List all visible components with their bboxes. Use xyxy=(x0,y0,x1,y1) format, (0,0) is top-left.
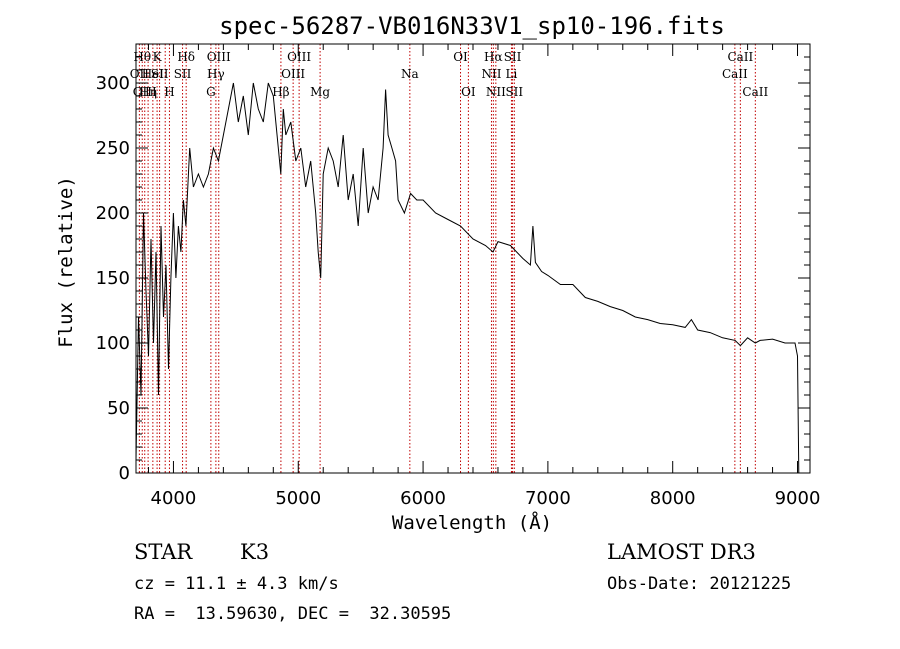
line-label: OI xyxy=(453,50,468,64)
redshift-velocity: cz = 11.1 ± 4.3 km/s xyxy=(134,574,339,594)
line-label: Li xyxy=(506,67,518,81)
y-tick-label: 100 xyxy=(96,333,130,354)
line-label: OII xyxy=(130,67,150,81)
line-label: SII xyxy=(505,85,523,99)
x-axis-label: Wavelength (Å) xyxy=(392,511,552,534)
line-label: SII xyxy=(151,67,169,81)
line-label: Hη xyxy=(139,85,157,99)
line-label: OI xyxy=(461,85,476,99)
line-label: Hθ xyxy=(133,50,151,64)
y-tick-label: 50 xyxy=(107,398,130,419)
line-label: NII xyxy=(486,85,506,99)
line-label: CaII xyxy=(742,85,768,99)
y-tick-label: 200 xyxy=(96,203,130,224)
line-label: G xyxy=(206,85,216,99)
spectrum-series-line xyxy=(135,82,800,474)
x-tick-label: 9000 xyxy=(775,488,821,509)
line-label: K xyxy=(153,50,163,64)
y-tick-label: 250 xyxy=(96,138,130,159)
line-label: CaII xyxy=(727,50,753,64)
line-label: NII xyxy=(481,67,501,81)
line-label: OIII xyxy=(287,50,311,64)
line-label: OIII xyxy=(207,50,231,64)
object-subclass: K3 xyxy=(240,540,270,564)
line-label: Na xyxy=(401,67,419,81)
x-tick-label: 5000 xyxy=(275,488,321,509)
line-label: Hδ xyxy=(177,50,195,64)
line-label: HeI xyxy=(142,67,165,81)
x-axis-ticks: 4000 5000 6000 7000 8000 9000 xyxy=(147,44,821,509)
plot-frame xyxy=(135,43,811,474)
chart-title: spec-56287-VB016N33V1_sp10-196.fits xyxy=(219,12,725,40)
spectral-line-labels: OIIHθOIIIHηHeIKSIIHSIIHδGHγOIIIHβOIIIOII… xyxy=(130,50,769,99)
spectral-line-markers xyxy=(138,44,756,473)
line-label: Hβ xyxy=(272,85,289,99)
line-label: CaII xyxy=(722,67,748,81)
x-tick-label: 4000 xyxy=(151,488,197,509)
x-tick-label: 6000 xyxy=(400,488,446,509)
line-label: H xyxy=(164,85,174,99)
y-tick-label: 150 xyxy=(96,268,130,289)
sky-coordinates: RA = 13.59630, DEC = 32.30595 xyxy=(134,604,452,624)
x-tick-label: 7000 xyxy=(525,488,571,509)
line-label: Hγ xyxy=(207,67,225,81)
x-tick-label: 8000 xyxy=(650,488,696,509)
line-label: OIII xyxy=(281,67,305,81)
line-label: SII xyxy=(504,50,522,64)
survey-name: LAMOST DR3 xyxy=(607,540,756,564)
y-axis-ticks: 0 50 100 150 200 250 300 xyxy=(96,56,810,484)
object-class: STAR xyxy=(134,540,193,564)
y-axis-label: Flux (relative) xyxy=(55,176,77,348)
line-label: Hα xyxy=(484,50,503,64)
line-label: SII xyxy=(174,67,192,81)
line-label: Mg xyxy=(310,85,330,99)
y-tick-label: 300 xyxy=(96,73,130,94)
y-tick-label: 0 xyxy=(119,463,130,484)
observation-date: Obs-Date: 20121225 xyxy=(607,574,792,594)
